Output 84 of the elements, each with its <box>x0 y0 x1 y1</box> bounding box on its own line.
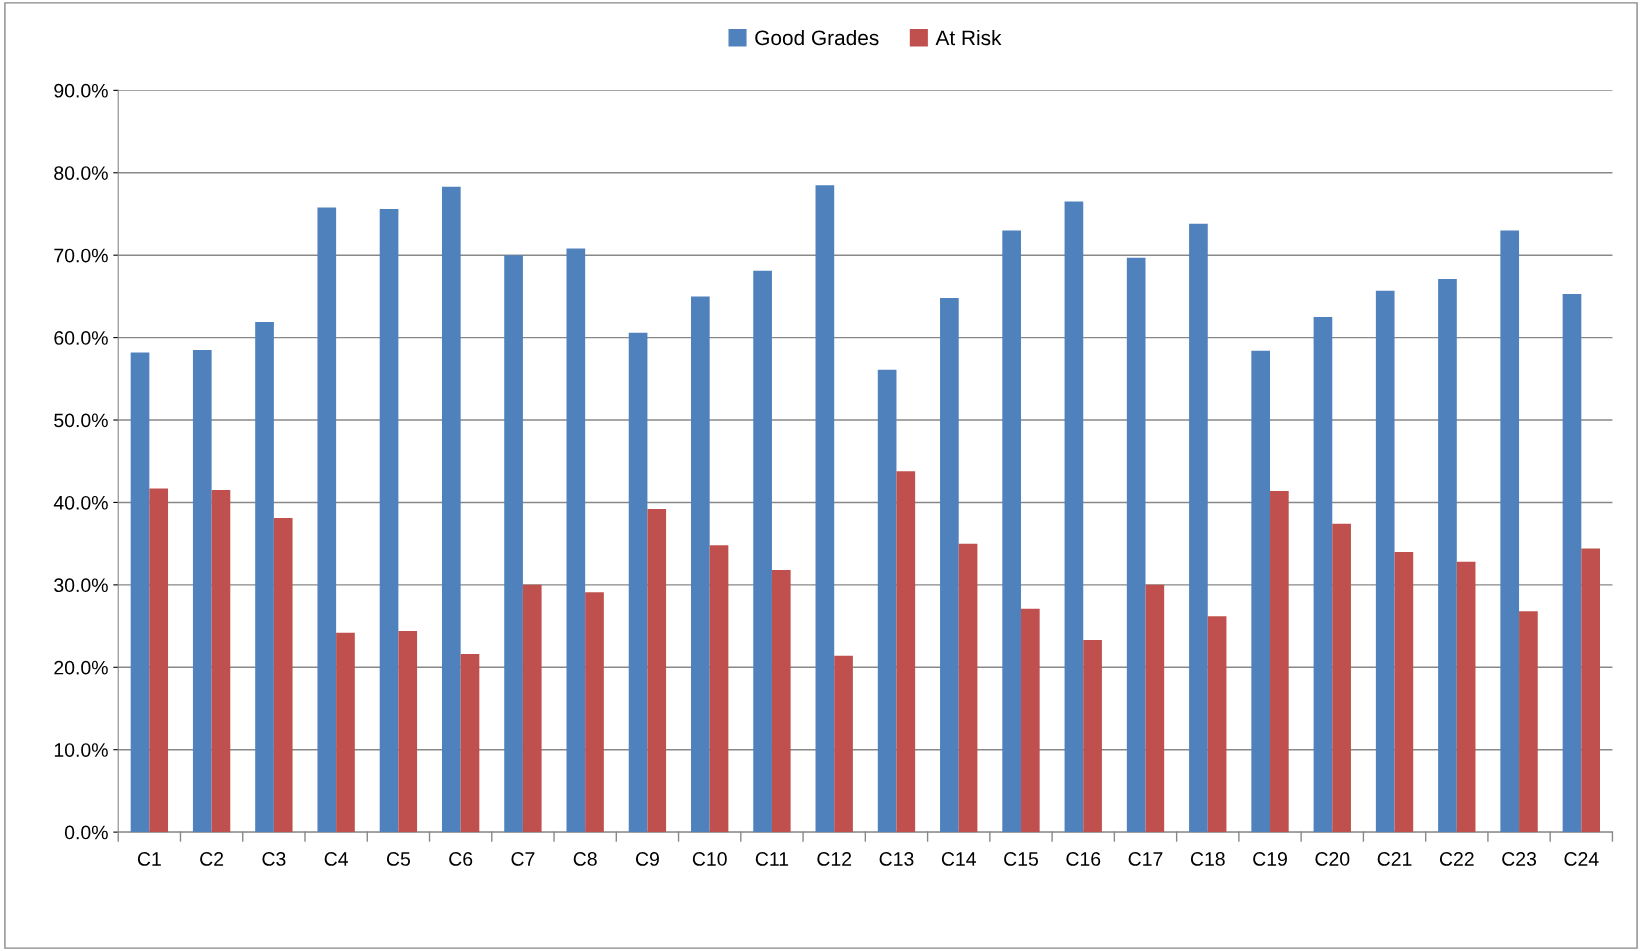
bar <box>1126 257 1146 833</box>
x-tick-label: C21 <box>1377 852 1412 866</box>
x-tick-label: C23 <box>1502 852 1537 866</box>
x-tick-label: C8 <box>573 852 597 866</box>
x-tick-label: C6 <box>449 852 473 866</box>
bar <box>1375 290 1395 833</box>
x-tick-label: C18 <box>1190 852 1225 866</box>
x-tick-label: C7 <box>511 852 535 866</box>
x-tick-label: C22 <box>1439 852 1474 866</box>
x-tick-label: C19 <box>1253 852 1287 866</box>
bar <box>504 255 523 833</box>
bar <box>1270 490 1289 833</box>
bar <box>1313 317 1333 833</box>
bar <box>1002 230 1021 833</box>
bar <box>398 631 418 833</box>
bar <box>815 185 835 833</box>
bar <box>958 543 978 833</box>
bar <box>1519 611 1538 833</box>
bar <box>1207 616 1227 833</box>
x-tick-label: C2 <box>200 852 224 866</box>
bar <box>1189 223 1208 833</box>
x-tick-label: C11 <box>755 852 789 866</box>
x-tick-label: C20 <box>1315 852 1350 866</box>
bar <box>1020 608 1040 833</box>
bar <box>1456 561 1476 833</box>
bar <box>1562 293 1582 833</box>
bar <box>1064 201 1084 833</box>
y-tick-label: 30.0% <box>54 578 108 593</box>
bar <box>273 518 293 833</box>
bar <box>1145 584 1165 833</box>
y-tick-label: 20.0% <box>54 660 108 675</box>
bar <box>1083 640 1102 833</box>
y-tick-label: 10.0% <box>54 743 108 757</box>
bar <box>1438 279 1457 833</box>
x-tick-label: C4 <box>324 852 348 866</box>
y-tick-label: 60.0% <box>54 331 108 345</box>
y-tick-label: 50.0% <box>54 413 108 428</box>
bar <box>877 369 897 833</box>
y-tick-label: 0.0% <box>64 825 108 840</box>
x-tick-label: C12 <box>817 852 852 866</box>
bar <box>522 584 542 833</box>
x-tick-label: C5 <box>386 852 410 866</box>
x-tick-label: C16 <box>1066 852 1101 866</box>
bar <box>130 352 150 833</box>
x-tick-label: C24 <box>1564 852 1599 866</box>
bar <box>753 270 772 833</box>
bar <box>192 349 212 833</box>
x-tick-label: C3 <box>262 852 286 866</box>
x-tick-label: C10 <box>692 852 727 866</box>
x-tick-label: C17 <box>1128 852 1163 866</box>
bar <box>336 632 355 833</box>
bar <box>896 471 916 833</box>
bar <box>628 332 648 833</box>
x-tick-label: C9 <box>635 852 659 866</box>
x-tick-label: C13 <box>879 852 914 866</box>
y-tick-label: 70.0% <box>54 248 108 263</box>
bar <box>317 207 337 833</box>
bar <box>940 298 959 833</box>
bar <box>834 655 853 833</box>
y-tick-label: 80.0% <box>54 166 108 180</box>
legend-label: At Risk <box>935 29 1002 46</box>
bar <box>1581 548 1600 833</box>
x-tick-label: C1 <box>137 852 161 866</box>
bar <box>255 321 274 833</box>
bar <box>1394 551 1414 833</box>
bar <box>1500 230 1520 833</box>
bar <box>771 570 791 833</box>
bar <box>585 592 604 833</box>
bar <box>709 545 729 833</box>
x-tick-label: C15 <box>1004 852 1038 866</box>
legend-label: Good Grades <box>755 29 879 46</box>
bar <box>379 209 399 833</box>
bar <box>1251 350 1271 833</box>
y-tick-label: 40.0% <box>53 495 108 510</box>
bar <box>460 654 480 833</box>
bar <box>566 248 586 833</box>
bar <box>647 509 667 833</box>
bar <box>1332 523 1351 833</box>
y-tick-label: 90.0% <box>54 83 108 98</box>
bar <box>149 488 169 833</box>
bar <box>211 490 231 833</box>
x-tick-label: C14 <box>941 852 976 866</box>
bar <box>441 186 461 833</box>
bar <box>691 296 710 833</box>
